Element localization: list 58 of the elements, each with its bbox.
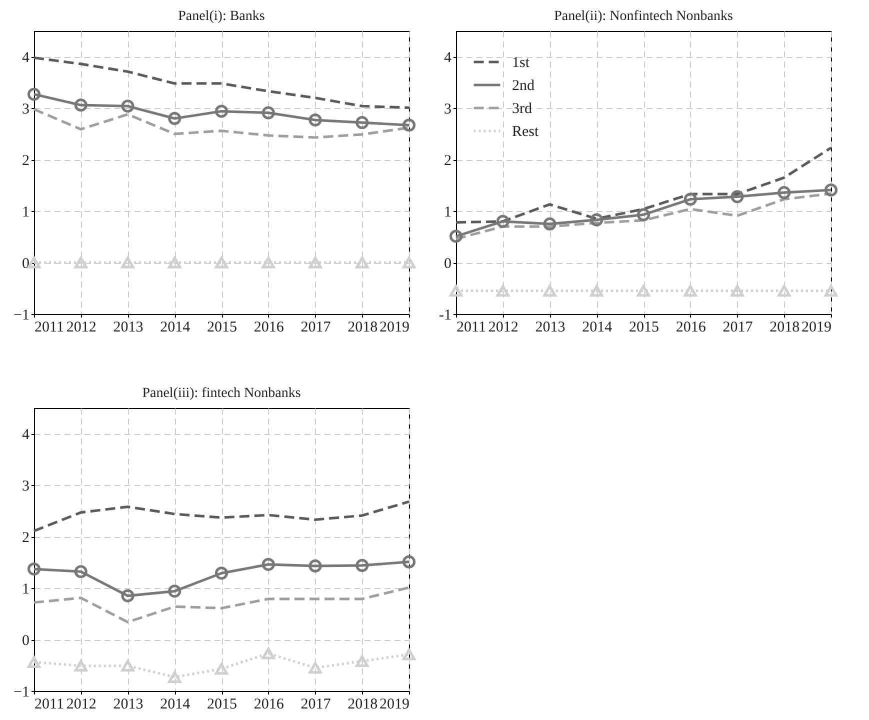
y-tick-label: −1 bbox=[14, 308, 30, 324]
y-tick-label: 0 bbox=[444, 256, 452, 272]
y-tick-label: 1 bbox=[22, 582, 30, 598]
x-tick-label: 2015 bbox=[629, 320, 659, 336]
x-tick-label: 2014 bbox=[160, 320, 191, 336]
y-tick-label: 0 bbox=[22, 256, 30, 272]
y-tick-label: 2 bbox=[22, 153, 30, 170]
legend-label: 3rd bbox=[512, 101, 532, 117]
y-tick-label: 4 bbox=[22, 427, 30, 444]
x-tick-label: 2012 bbox=[488, 320, 518, 336]
x-tick-label: 2014 bbox=[582, 320, 613, 336]
y-tick-label: -1 bbox=[439, 308, 452, 324]
y-tick-label: 1 bbox=[22, 204, 30, 221]
chart-title: Panel(ii): Nonfintech Nonbanks bbox=[554, 9, 733, 24]
y-tick-label: 3 bbox=[22, 102, 30, 118]
legend-label: 2nd bbox=[512, 78, 535, 94]
x-tick-label: 2019 bbox=[380, 320, 410, 336]
line-series bbox=[32, 56, 410, 109]
chart-title: Panel(iii): fintech Nonbanks bbox=[142, 386, 301, 401]
y-tick-label: 4 bbox=[22, 50, 30, 66]
x-tick-label: 2018 bbox=[770, 320, 800, 336]
x-tick-label: 2012 bbox=[66, 320, 96, 336]
y-tick-label: 4 bbox=[444, 50, 452, 66]
y-tick-label: 2 bbox=[444, 153, 452, 170]
y-tick-label: 2 bbox=[22, 530, 30, 546]
x-tick-label: 2011 bbox=[34, 696, 64, 712]
x-tick-label: 2019 bbox=[802, 320, 832, 336]
x-tick-label: 2018 bbox=[348, 696, 378, 712]
y-tick-label: 0 bbox=[22, 633, 30, 650]
x-tick-label: 2014 bbox=[160, 696, 191, 712]
x-tick-label: 2011 bbox=[456, 320, 486, 336]
line-series bbox=[32, 108, 410, 139]
legend-label: 1st bbox=[512, 55, 530, 71]
x-tick-label: 2013 bbox=[535, 320, 566, 336]
x-tick-label: 2019 bbox=[380, 696, 410, 712]
y-tick-label: 1 bbox=[444, 204, 452, 221]
line-series bbox=[32, 586, 410, 624]
x-tick-label: 2013 bbox=[113, 696, 144, 712]
x-tick-label: 2011 bbox=[34, 320, 64, 336]
x-tick-label: 2017 bbox=[300, 320, 332, 336]
x-tick-label: 2018 bbox=[348, 320, 378, 336]
chart-title: Panel(i): Banks bbox=[178, 9, 265, 24]
line-series bbox=[32, 500, 410, 532]
y-tick-label: −1 bbox=[14, 684, 30, 700]
x-tick-label: 2012 bbox=[66, 696, 96, 712]
x-tick-label: 2015 bbox=[207, 696, 237, 712]
y-tick-label: 3 bbox=[22, 478, 30, 495]
x-tick-label: 2015 bbox=[207, 320, 237, 336]
line-series bbox=[454, 146, 832, 224]
line-series bbox=[454, 192, 832, 240]
x-tick-label: 2013 bbox=[113, 320, 144, 336]
y-tick-label: 3 bbox=[444, 102, 452, 118]
x-tick-label: 2016 bbox=[254, 320, 284, 336]
x-tick-label: 2017 bbox=[722, 320, 754, 336]
x-tick-label: 2016 bbox=[254, 696, 284, 712]
legend-label: Rest bbox=[512, 124, 540, 140]
x-tick-label: 2016 bbox=[676, 320, 706, 336]
x-tick-label: 2017 bbox=[300, 696, 332, 712]
